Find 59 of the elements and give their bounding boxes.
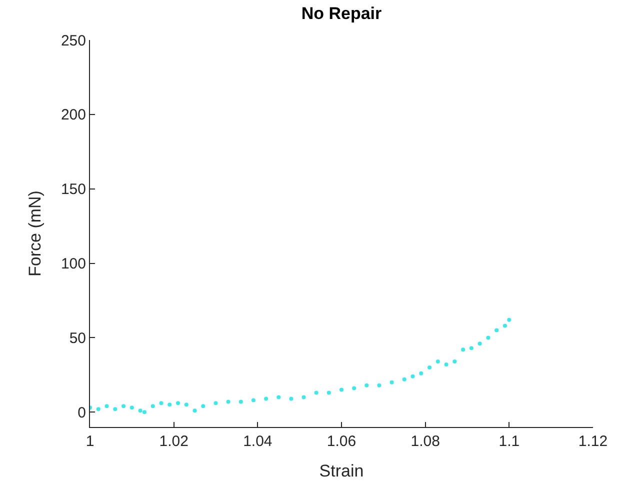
- y-tick-label: 200: [60, 106, 86, 124]
- point: [410, 374, 415, 378]
- point: [159, 401, 164, 406]
- point: [364, 383, 369, 388]
- y-tick-label: 250: [60, 32, 86, 50]
- x-tick-label: 1: [86, 433, 94, 450]
- point: [113, 407, 118, 412]
- point: [138, 408, 142, 413]
- point: [150, 404, 155, 408]
- point: [502, 324, 507, 328]
- point: [352, 386, 356, 390]
- y-tick-label: 0: [78, 404, 86, 422]
- point: [428, 365, 432, 370]
- point: [184, 402, 188, 407]
- point: [251, 398, 256, 402]
- point: [214, 401, 218, 406]
- point: [461, 348, 466, 352]
- point: [469, 346, 474, 350]
- x-axis-title: Strain: [319, 461, 364, 480]
- x-tick-label: 1.02: [159, 433, 188, 450]
- point: [377, 383, 382, 388]
- point: [289, 396, 294, 401]
- point: [444, 362, 448, 366]
- point: [314, 390, 318, 395]
- point: [142, 410, 146, 414]
- point: [494, 328, 499, 332]
- y-tick-label: 50: [69, 330, 86, 347]
- y-tick-label: 150: [60, 181, 86, 198]
- point: [340, 388, 344, 392]
- x-tick-label: 1.06: [326, 433, 356, 450]
- chart-title: No Repair: [301, 4, 382, 24]
- point: [130, 406, 134, 410]
- point: [419, 371, 424, 376]
- point: [390, 380, 394, 384]
- point: [326, 390, 331, 395]
- point: [192, 408, 197, 413]
- point: [238, 400, 243, 404]
- point: [226, 400, 230, 404]
- x-tick-label: 1.04: [243, 433, 272, 450]
- point: [302, 395, 306, 400]
- point: [486, 336, 490, 340]
- point: [507, 318, 512, 322]
- y-axis-title: Force (mN): [26, 190, 45, 276]
- y-tick-label: 100: [60, 256, 86, 273]
- point: [402, 377, 406, 382]
- point: [436, 360, 440, 364]
- x-tick-label: 1.12: [578, 433, 608, 450]
- point: [201, 404, 206, 408]
- point: [122, 404, 126, 408]
- point: [176, 401, 180, 406]
- point: [104, 404, 109, 408]
- x-tick-label: 1.08: [410, 433, 440, 450]
- point: [168, 402, 172, 407]
- point: [478, 342, 482, 346]
- point: [96, 407, 100, 412]
- point: [264, 396, 268, 401]
- point: [276, 395, 281, 400]
- point: [452, 360, 457, 364]
- x-tick-label: 1.1: [498, 433, 520, 450]
